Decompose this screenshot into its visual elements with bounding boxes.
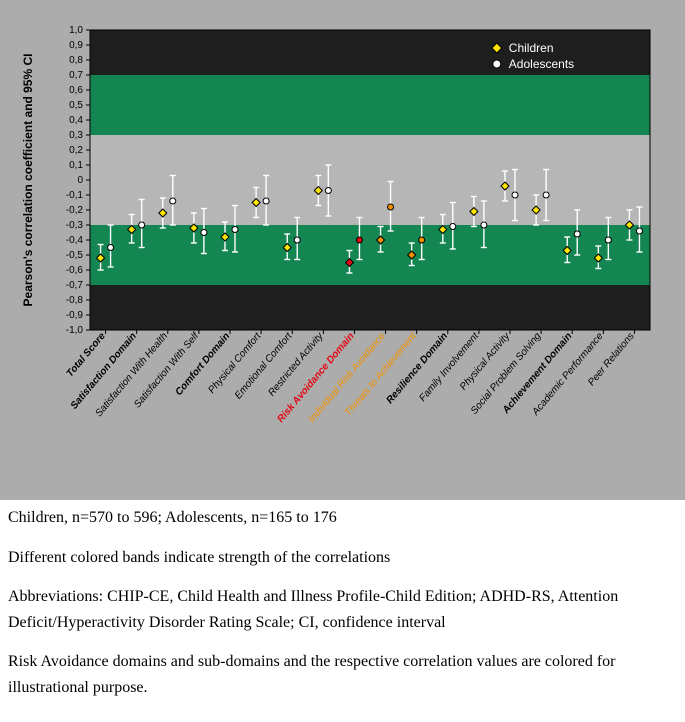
svg-text:-1,0: -1,0 — [66, 325, 84, 336]
svg-text:0,3: 0,3 — [69, 130, 83, 141]
chart-panel: -1,0 -0,9 -0,8 -0,7 -0,6 -0,5 -0,4 -0,3 -0,2 -0,1… — [0, 0, 685, 500]
svg-text:-0,3: -0,3 — [66, 220, 84, 231]
svg-text:Pearson's correlation coeffici: Pearson's correlation coefficient and 95… — [21, 54, 35, 307]
svg-text:-0,1: -0,1 — [66, 190, 84, 201]
svg-text:-0,5: -0,5 — [66, 250, 84, 261]
svg-text:-0,4: -0,4 — [66, 235, 84, 246]
svg-text:-0,8: -0,8 — [66, 295, 84, 306]
caption-block: Children, n=570 to 596; Adolescents, n=1… — [0, 500, 685, 701]
correlation-chart: -1,0 -0,9 -0,8 -0,7 -0,6 -0,5 -0,4 -0,3 -0,2 -0,1… — [0, 0, 685, 500]
svg-text:-0,2: -0,2 — [66, 205, 84, 216]
svg-text:0,1: 0,1 — [69, 160, 83, 171]
svg-text:0,4: 0,4 — [69, 115, 83, 126]
caption-line-4: Risk Avoidance domains and sub-domains a… — [8, 649, 677, 700]
caption-line-1: Children, n=570 to 596; Adolescents, n=1… — [8, 505, 677, 531]
svg-text:Children: Children — [509, 41, 554, 55]
svg-text:-0,7: -0,7 — [66, 280, 84, 291]
svg-text:-0,9: -0,9 — [66, 310, 84, 321]
svg-text:0,7: 0,7 — [69, 70, 83, 81]
svg-text:1,0: 1,0 — [69, 25, 83, 36]
svg-text:-0,6: -0,6 — [66, 265, 84, 276]
figure-container: -1,0 -0,9 -0,8 -0,7 -0,6 -0,5 -0,4 -0,3 -0,2 -0,1… — [0, 0, 685, 701]
svg-text:0,8: 0,8 — [69, 55, 83, 66]
svg-text:0,9: 0,9 — [69, 40, 83, 51]
caption-line-2: Different colored bands indicate strengt… — [8, 545, 677, 571]
svg-text:0,6: 0,6 — [69, 85, 83, 96]
svg-text:Adolescents: Adolescents — [509, 57, 574, 71]
caption-line-3: Abbreviations: CHIP-CE, Child Health and… — [8, 584, 677, 635]
svg-text:0,2: 0,2 — [69, 145, 83, 156]
svg-text:0: 0 — [77, 175, 83, 186]
svg-text:0,5: 0,5 — [69, 100, 83, 111]
